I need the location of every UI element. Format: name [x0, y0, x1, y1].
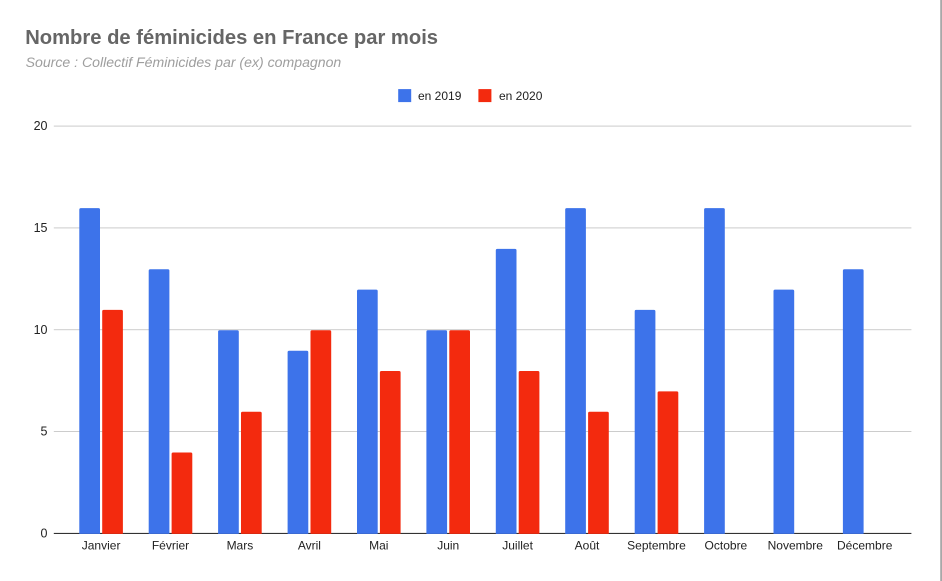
svg-text:Février: Février [152, 539, 189, 553]
svg-text:Octobre: Octobre [705, 539, 748, 553]
svg-text:en 2019: en 2019 [418, 89, 462, 103]
svg-text:15: 15 [34, 221, 48, 235]
svg-text:10: 10 [34, 323, 48, 337]
svg-text:Septembre: Septembre [627, 539, 686, 553]
svg-text:5: 5 [41, 425, 48, 439]
svg-text:Août: Août [575, 539, 600, 553]
svg-text:0: 0 [41, 527, 48, 541]
svg-text:Juillet: Juillet [502, 539, 533, 553]
svg-text:Janvier: Janvier [82, 539, 121, 553]
svg-text:Décembre: Décembre [837, 539, 893, 553]
svg-text:Source : Collectif Féminicides: Source : Collectif Féminicides par (ex) … [26, 54, 342, 70]
svg-text:en 2020: en 2020 [499, 89, 543, 103]
svg-text:Novembre: Novembre [768, 539, 824, 553]
svg-text:Mai: Mai [369, 539, 388, 553]
svg-text:Avril: Avril [298, 539, 321, 553]
svg-text:Nombre de féminicides en Franc: Nombre de féminicides en France par mois [25, 27, 438, 49]
svg-text:Mars: Mars [227, 539, 254, 553]
svg-text:Juin: Juin [437, 539, 459, 553]
svg-text:20: 20 [34, 119, 48, 133]
